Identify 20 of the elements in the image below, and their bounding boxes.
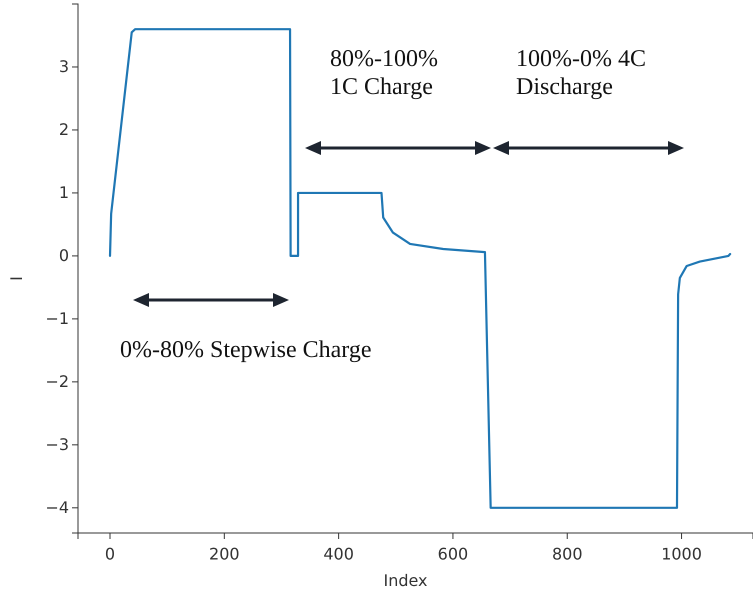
annotation: 100%-0% 4C Discharge <box>516 46 646 100</box>
y-tick-label: −1 <box>45 309 69 328</box>
x-tick-label: 800 <box>552 544 583 564</box>
line-series <box>108 28 732 509</box>
x-tick-label: 600 <box>438 544 468 564</box>
x-tick-label: 1000 <box>661 544 702 564</box>
y-axis-title: I <box>7 276 26 281</box>
x-tick-label: 200 <box>209 544 240 564</box>
y-tick-label: −2 <box>45 372 69 391</box>
x-tick-label: 400 <box>323 544 354 564</box>
y-tick-label: −3 <box>45 434 69 454</box>
y-tick-label: 3 <box>58 57 69 76</box>
x-axis-title: Index <box>383 571 428 590</box>
y-tick-label: 1 <box>58 183 69 202</box>
annotation: 80%-100% 1C Charge <box>330 46 438 100</box>
y-tick-label: 0 <box>58 246 69 266</box>
y-tick-label: 2 <box>58 120 69 140</box>
y-tick-label: −4 <box>45 498 69 517</box>
x-tick-label: 0 <box>104 544 116 564</box>
annotation: 0%-80% Stepwise Charge <box>120 337 372 363</box>
